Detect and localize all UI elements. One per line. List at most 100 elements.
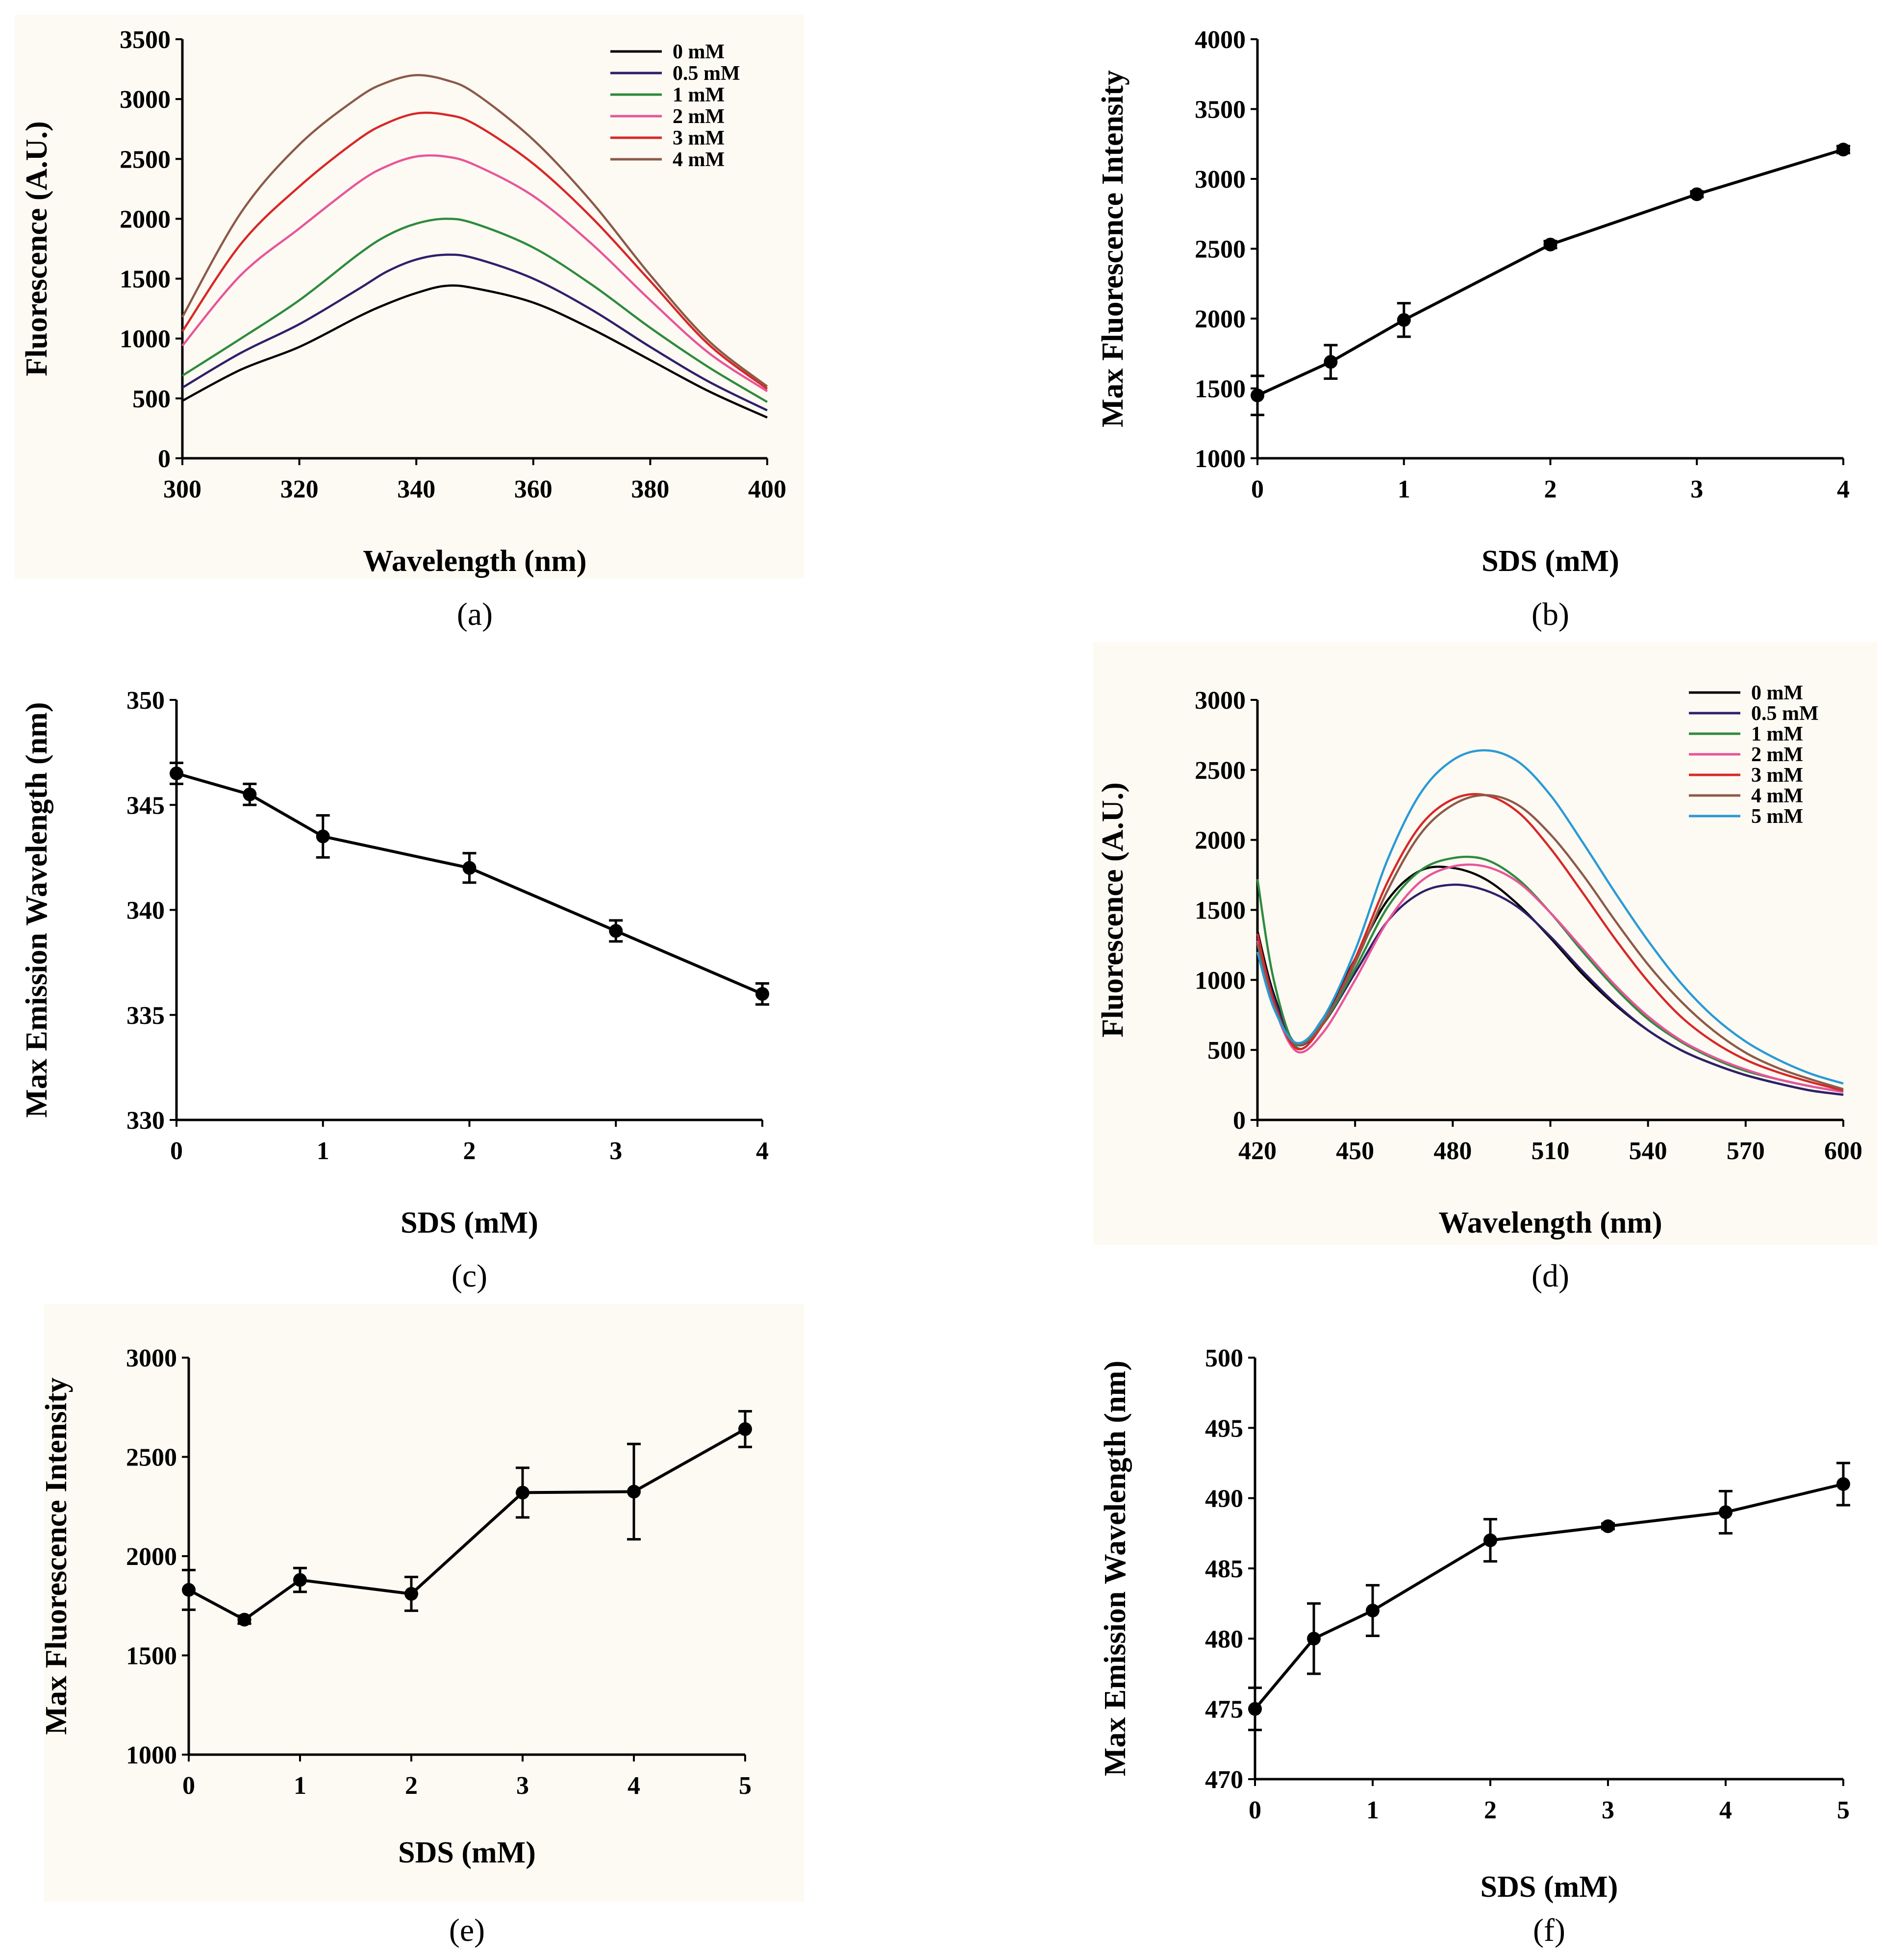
x-axis-title: SDS (mM) xyxy=(1481,545,1619,578)
data-point xyxy=(1543,237,1557,251)
x-tick-label: 4 xyxy=(756,1137,769,1165)
data-point xyxy=(738,1422,752,1436)
series-line xyxy=(1254,1483,1844,1710)
x-tick-label: 570 xyxy=(1727,1137,1765,1165)
y-axis-title: Max Emission Wavelength (nm) xyxy=(20,702,53,1118)
y-tick-label: 1000 xyxy=(1195,445,1246,473)
x-tick-label: 4 xyxy=(628,1772,640,1800)
x-tick-label: 4 xyxy=(1719,1796,1732,1824)
y-tick-label: 3000 xyxy=(1195,687,1246,715)
data-point xyxy=(404,1587,418,1601)
panel-label: (f) xyxy=(1533,1912,1565,1948)
x-tick-label: 600 xyxy=(1824,1137,1862,1165)
x-tick-label: 2 xyxy=(1484,1796,1497,1824)
x-tick-label: 510 xyxy=(1532,1137,1570,1165)
y-tick-label: 350 xyxy=(126,687,165,715)
y-tick-label: 340 xyxy=(126,897,165,925)
data-point xyxy=(1248,1702,1262,1716)
panel-label: (a) xyxy=(457,596,493,632)
series-line-2-mM xyxy=(181,154,768,393)
x-axis-title: Wavelength (nm) xyxy=(363,545,586,578)
y-tick-label: 1000 xyxy=(120,325,171,353)
y-tick-label: 470 xyxy=(1205,1766,1243,1794)
x-axis-title: SDS (mM) xyxy=(398,1836,536,1869)
data-point xyxy=(1307,1632,1321,1646)
data-point xyxy=(627,1485,641,1499)
x-axis-title: SDS (mM) xyxy=(401,1206,538,1240)
y-tick-label: 3500 xyxy=(120,26,171,54)
series-line-1-mM xyxy=(181,218,768,403)
series-line-0-mM xyxy=(181,284,768,419)
y-tick-label: 1500 xyxy=(120,266,171,294)
y-tick-label: 1000 xyxy=(1195,967,1246,994)
series-line-5-mM xyxy=(1256,749,1844,1085)
y-tick-label: 4000 xyxy=(1195,26,1246,54)
legend-label: 2 mM xyxy=(673,105,725,128)
y-tick-label: 2500 xyxy=(120,146,171,174)
panel-background xyxy=(44,1304,804,1902)
x-tick-label: 400 xyxy=(748,475,786,503)
data-point xyxy=(1836,143,1850,157)
panel-background xyxy=(15,15,804,578)
panel-background xyxy=(1093,642,1878,1245)
series-line-2-mM xyxy=(1256,863,1844,1093)
data-point xyxy=(1836,1477,1850,1491)
x-tick-label: 1 xyxy=(294,1772,306,1800)
data-point xyxy=(609,924,623,938)
x-tick-label: 0 xyxy=(170,1137,183,1165)
x-tick-label: 540 xyxy=(1629,1137,1667,1165)
legend-label: 0.5 mM xyxy=(673,62,740,85)
y-axis-title: Fluorescence (A.U.) xyxy=(1096,782,1130,1038)
data-point xyxy=(462,861,477,875)
x-tick-label: 5 xyxy=(739,1772,752,1800)
x-tick-label: 320 xyxy=(280,475,319,503)
data-point xyxy=(1601,1519,1615,1533)
y-tick-label: 0 xyxy=(158,445,171,473)
x-tick-label: 1 xyxy=(1366,1796,1379,1824)
data-point xyxy=(182,1583,196,1597)
data-point xyxy=(237,1613,251,1627)
legend: 0 mM0.5 mM1 mM2 mM3 mM4 mM5 mM xyxy=(1689,682,1819,828)
legend-label: 3 mM xyxy=(673,127,725,149)
series-line-4-mM xyxy=(1256,794,1844,1091)
series-line-3-mM xyxy=(181,111,768,390)
y-tick-label: 1500 xyxy=(1195,897,1246,925)
x-tick-label: 4 xyxy=(1837,475,1850,503)
x-tick-label: 3 xyxy=(609,1137,622,1165)
y-tick-label: 485 xyxy=(1205,1555,1243,1583)
series-line-4-mM xyxy=(181,74,768,388)
legend-label: 1 mM xyxy=(1751,723,1803,745)
y-tick-label: 1500 xyxy=(126,1642,177,1670)
x-tick-label: 2 xyxy=(1544,475,1557,503)
y-tick-label: 345 xyxy=(126,792,165,819)
panel-label: (d) xyxy=(1532,1258,1569,1294)
panel-label: (e) xyxy=(449,1912,485,1948)
x-tick-label: 5 xyxy=(1837,1796,1850,1824)
y-tick-label: 330 xyxy=(126,1107,165,1135)
y-tick-label: 2500 xyxy=(1195,757,1246,785)
series-line xyxy=(176,772,763,995)
y-tick-label: 2500 xyxy=(126,1444,177,1472)
x-tick-label: 380 xyxy=(631,475,669,503)
series-line-0-5-mM xyxy=(181,253,768,412)
y-tick-label: 1000 xyxy=(126,1741,177,1769)
legend-label: 1 mM xyxy=(673,84,725,106)
data-point xyxy=(1719,1505,1732,1519)
x-tick-label: 300 xyxy=(163,475,201,503)
data-point xyxy=(293,1573,307,1587)
legend-label: 5 mM xyxy=(1751,805,1803,828)
x-tick-label: 2 xyxy=(405,1772,418,1800)
x-tick-label: 420 xyxy=(1238,1137,1277,1165)
y-tick-label: 490 xyxy=(1205,1485,1243,1513)
y-axis-title: Max Emission Wavelength (nm) xyxy=(1099,1361,1132,1776)
y-tick-label: 480 xyxy=(1205,1625,1243,1653)
y-tick-label: 0 xyxy=(1233,1107,1246,1135)
series-line xyxy=(1256,148,1844,397)
y-tick-label: 500 xyxy=(132,385,171,413)
x-tick-label: 360 xyxy=(514,475,552,503)
legend-label: 3 mM xyxy=(1751,764,1803,787)
panel-f: 470 475 480 485 490 495 500 0 1 2 3 4 5 SDS (mM) Max E… xyxy=(1099,1344,1850,1948)
y-tick-label: 2500 xyxy=(1195,236,1246,264)
x-axis-title: Wavelength (nm) xyxy=(1438,1206,1662,1240)
